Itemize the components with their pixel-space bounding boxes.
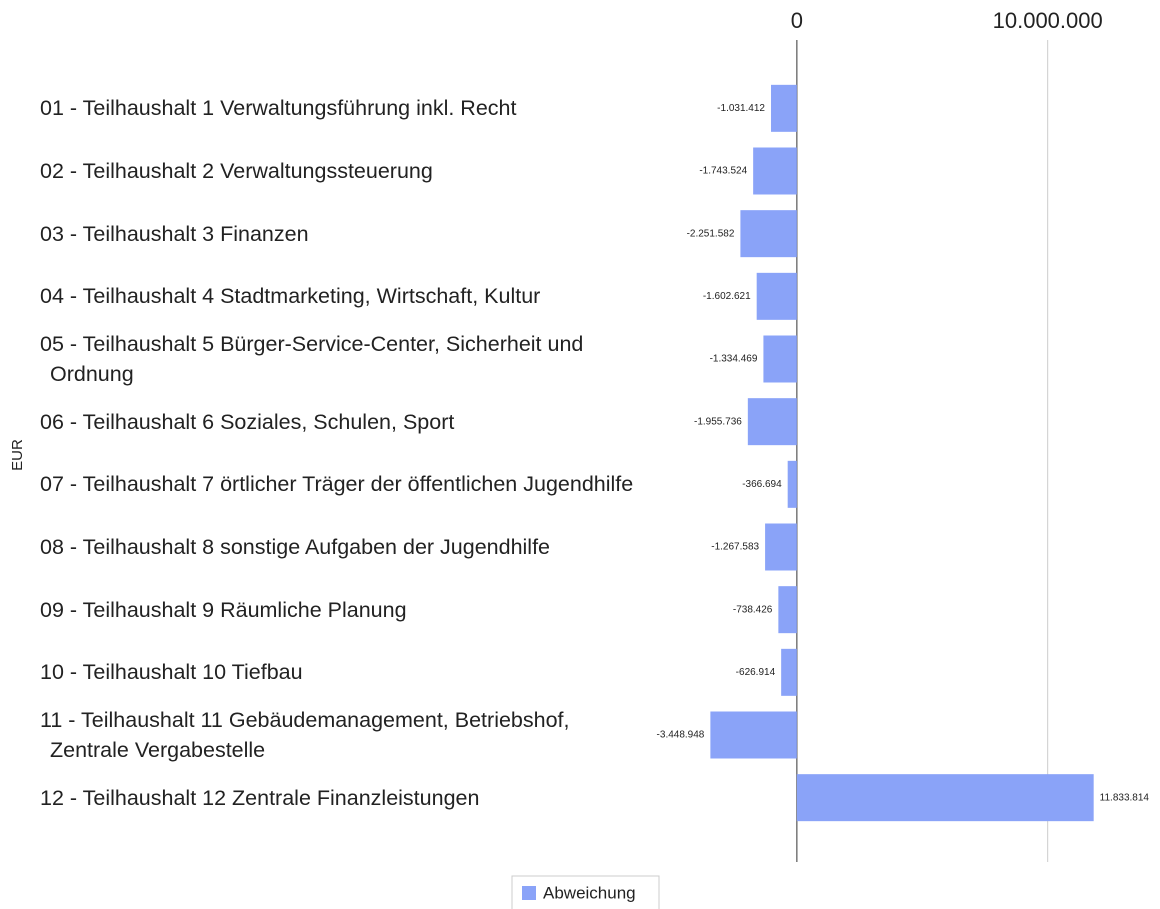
legend-label: Abweichung — [543, 883, 636, 902]
category-label: 08 - Teilhaushalt 8 sonstige Aufgaben de… — [40, 535, 551, 559]
bar — [756, 272, 797, 320]
category-label: 06 - Teilhaushalt 6 Soziales, Schulen, S… — [40, 409, 455, 434]
value-label: -2.251.582 — [687, 228, 735, 239]
value-label: -3.448.948 — [657, 730, 705, 741]
bar — [781, 648, 797, 696]
category-label: 12 - Teilhaushalt 12 Zentrale Finanzleis… — [40, 785, 480, 810]
value-label: -626.914 — [736, 667, 776, 678]
category-label: 11 - Teilhaushalt 11 Gebäudemanagement, … — [40, 708, 570, 762]
value-label: -1.602.621 — [703, 291, 751, 302]
category-label: 02 - Teilhaushalt 2 Verwaltungssteuerung — [40, 159, 433, 183]
value-label: 11.833.814 — [1100, 792, 1150, 803]
x-tick-label: 0 — [791, 8, 803, 33]
value-label: -1.031.412 — [717, 103, 765, 114]
category-label: 04 - Teilhaushalt 4 Stadtmarketing, Wirt… — [40, 284, 541, 309]
bar — [763, 335, 797, 383]
category-label: 09 - Teilhaushalt 9 Räumliche Planung — [40, 597, 407, 622]
legend-frame — [511, 875, 660, 909]
y-axis-label: EUR — [9, 439, 26, 471]
category-label: 05 - Teilhaushalt 5 Bürger-Service-Cente… — [40, 332, 584, 386]
bar — [787, 460, 797, 508]
value-label: -738.426 — [733, 604, 773, 615]
category-label: 10 - Teilhaushalt 10 Tiefbau — [40, 660, 303, 685]
x-tick-label: 10.000.000 — [993, 8, 1103, 33]
category-label: 03 - Teilhaushalt 3 Finanzen — [40, 221, 309, 246]
bar — [710, 711, 797, 759]
bar — [765, 523, 797, 571]
bar — [796, 774, 1094, 822]
bar — [753, 147, 797, 195]
category-label: 07 - Teilhaushalt 7 örtlicher Träger der… — [40, 472, 634, 497]
value-label: -1.743.524 — [699, 166, 747, 177]
value-label: -366.694 — [742, 479, 782, 490]
value-label: -1.267.583 — [711, 542, 759, 553]
value-label: -1.334.469 — [710, 354, 758, 365]
value-label: -1.955.736 — [694, 416, 742, 427]
bar — [740, 210, 797, 258]
legend-swatch — [522, 886, 536, 900]
bar — [771, 84, 797, 132]
bar — [778, 586, 797, 634]
bar — [747, 398, 797, 446]
category-label: 01 - Teilhaushalt 1 Verwaltungsführung i… — [40, 96, 517, 121]
